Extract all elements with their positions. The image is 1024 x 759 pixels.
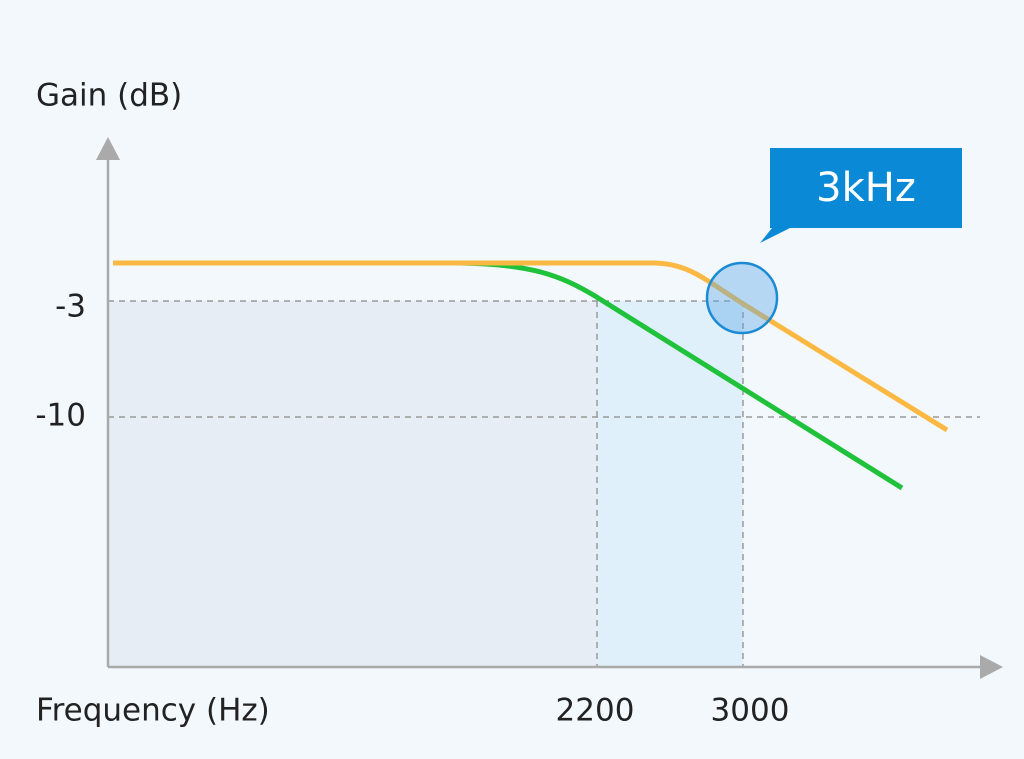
guides	[108, 300, 980, 667]
y-tick-label: -10	[35, 398, 86, 434]
x-arrow	[980, 655, 1003, 679]
gray-region	[108, 301, 597, 667]
x-tick-label: 3000	[711, 693, 790, 729]
x-axis-label: Frequency (Hz)	[36, 693, 270, 729]
cutoff-marker	[705, 261, 779, 335]
callout-box	[760, 148, 962, 243]
callout-text: 3kHz	[816, 165, 916, 211]
y-arrow	[96, 137, 120, 160]
orange-curve	[113, 260, 949, 433]
y-axis-label: Gain (dB)	[36, 78, 182, 114]
y-tick-label: -3	[55, 289, 86, 325]
x-tick-label: 2200	[556, 693, 635, 729]
blue-region	[597, 301, 743, 667]
